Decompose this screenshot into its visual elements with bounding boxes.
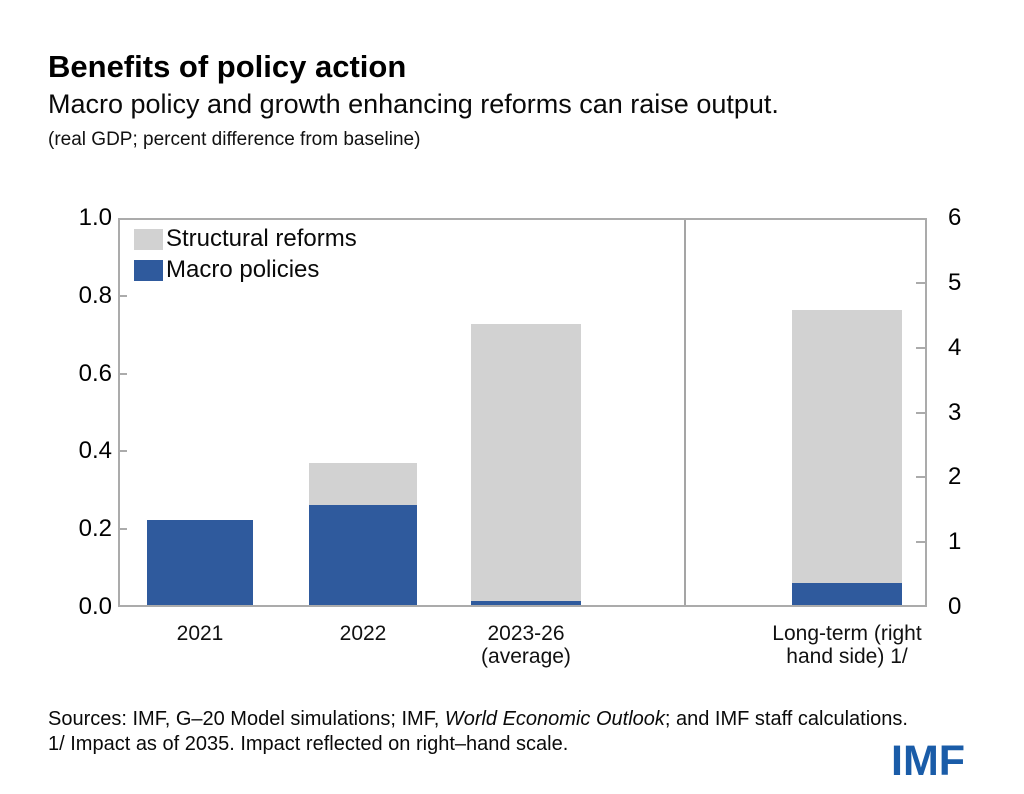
right-axis-tick-mark bbox=[916, 281, 925, 284]
left-axis-tick-label: 0.4 bbox=[78, 437, 112, 465]
bar-long-term-right-hand-side-1-macro-policies bbox=[792, 582, 902, 605]
category-label-line: 2023-26 bbox=[487, 622, 565, 645]
legend-label-macro-policies: Macro policies bbox=[166, 256, 320, 283]
chart-units-note: (real GDP; percent difference from basel… bbox=[48, 129, 421, 150]
chart-title: Benefits of policy action bbox=[48, 49, 407, 84]
bar-2022-structural-reforms bbox=[309, 462, 417, 505]
right-axis-tick-label: 6 bbox=[948, 204, 962, 231]
sources-line: Sources: IMF, G–20 Model simulations; IM… bbox=[48, 707, 908, 732]
chart-footer: Sources: IMF, G–20 Model simulations; IM… bbox=[48, 707, 908, 757]
bar-2022 bbox=[309, 462, 417, 605]
category-label-long-term-right-hand-side-1: Long-term (right hand side) 1/ bbox=[772, 622, 921, 668]
legend-item-structural-reforms: Structural reforms bbox=[134, 227, 357, 251]
left-axis-tick-mark bbox=[118, 372, 127, 375]
sources-publication-name: World Economic Outlook bbox=[444, 708, 665, 730]
left-axis-tick-mark bbox=[118, 294, 127, 297]
plot-area: Structural reforms Macro policies bbox=[118, 218, 927, 607]
legend-label-structural-reforms: Structural reforms bbox=[166, 225, 357, 252]
category-label-line: 2022 bbox=[339, 622, 387, 645]
legend-swatch-structural-reforms bbox=[134, 228, 163, 250]
right-axis-tick-label: 5 bbox=[948, 268, 962, 296]
footnote-line: 1/ Impact as of 2035. Impact reflected o… bbox=[48, 733, 569, 755]
bar-2021-macro-policies bbox=[147, 520, 253, 605]
legend-item-macro-policies: Macro policies bbox=[134, 258, 319, 282]
right-axis-tick-label: 4 bbox=[948, 333, 962, 361]
right-axis-tick-label: 2 bbox=[948, 463, 962, 491]
left-axis-tick-label: 0.0 bbox=[78, 593, 112, 620]
right-axis-tick-mark bbox=[916, 411, 925, 414]
left-axis-tick-label: 0.6 bbox=[78, 359, 112, 387]
right-axis-tick-label: 0 bbox=[948, 593, 962, 620]
right-axis-tick-mark bbox=[916, 476, 925, 479]
category-label-2022: 2022 bbox=[340, 622, 387, 645]
category-label-2023-26-average: 2023-26 (average) bbox=[481, 622, 571, 668]
left-axis-tick-label: 0.2 bbox=[78, 515, 112, 543]
right-axis-tick-mark bbox=[916, 346, 925, 349]
category-label-line: hand side) 1/ bbox=[786, 645, 908, 668]
category-label-2021: 2021 bbox=[177, 622, 224, 645]
bar-2023-26-average-macro-policies bbox=[471, 601, 581, 605]
bar-long-term-right-hand-side-1 bbox=[792, 309, 902, 605]
bar-2023-26-average bbox=[471, 323, 581, 605]
category-label-line: (average) bbox=[481, 645, 571, 668]
category-label-line: 2021 bbox=[176, 622, 224, 645]
right-axis-tick-label: 1 bbox=[948, 528, 962, 556]
left-axis-tick-mark bbox=[118, 528, 127, 531]
imf-logo: IMF bbox=[891, 737, 966, 785]
left-axis-tick-label: 0.8 bbox=[78, 281, 112, 309]
sources-text-suffix: ; and IMF staff calculations. bbox=[664, 708, 908, 730]
category-label-line: Long-term (right bbox=[772, 622, 922, 645]
right-axis-tick-label: 3 bbox=[948, 398, 962, 426]
left-axis-tick-label: 1.0 bbox=[78, 204, 112, 231]
right-axis-tick-mark bbox=[916, 541, 925, 544]
chart-header: Benefits of policy action Macro policy a… bbox=[48, 50, 779, 151]
bar-2021 bbox=[147, 520, 253, 605]
sources-text-prefix: Sources: IMF, G–20 Model simulations; IM… bbox=[48, 708, 445, 730]
left-axis-tick-mark bbox=[118, 450, 127, 453]
panel-divider-line bbox=[684, 220, 686, 605]
legend-swatch-macro-policies bbox=[134, 259, 163, 281]
bar-2023-26-average-structural-reforms bbox=[471, 323, 581, 602]
chart-subtitle: Macro policy and growth enhancing reform… bbox=[48, 89, 779, 119]
bar-2022-macro-policies bbox=[309, 504, 417, 605]
bar-long-term-right-hand-side-1-structural-reforms bbox=[792, 309, 902, 583]
